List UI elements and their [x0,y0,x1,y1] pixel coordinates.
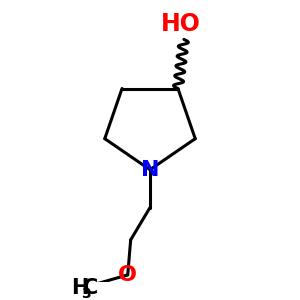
Text: HO: HO [161,12,201,36]
Text: H: H [71,278,88,298]
Text: 3: 3 [81,287,90,300]
Text: O: O [118,265,137,285]
Text: N: N [141,160,159,180]
Text: C: C [83,278,98,298]
